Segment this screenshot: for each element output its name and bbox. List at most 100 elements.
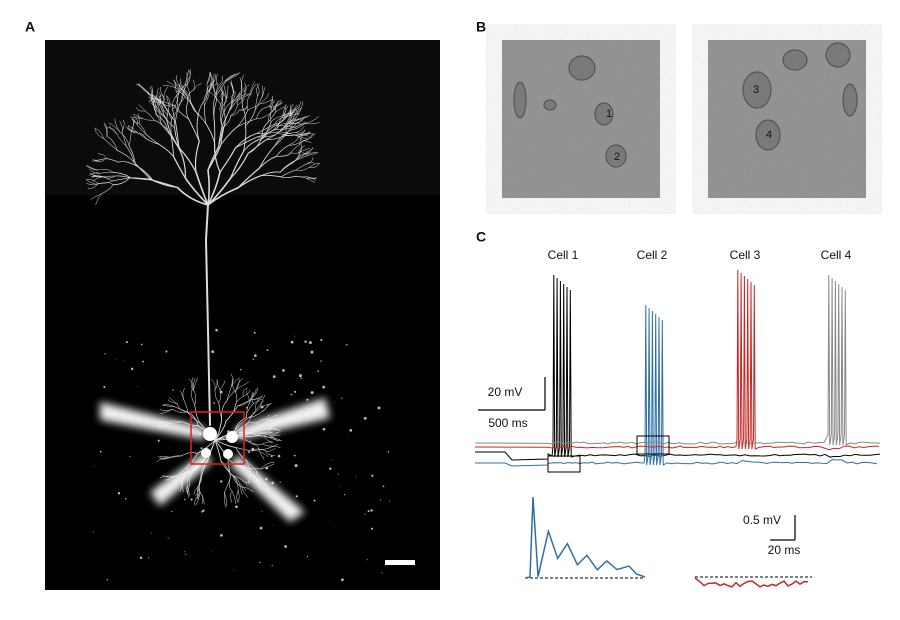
dendrite [207,81,213,93]
dendrite [95,193,103,206]
dendrite [234,391,238,407]
dendrite [185,485,189,496]
speck [99,450,102,453]
speck [219,390,223,394]
dendrite [250,83,257,95]
dendrite [290,144,300,154]
dendrite [237,399,251,407]
dendrite [224,92,227,103]
dendrite [295,115,306,124]
speck [310,350,314,354]
dendrite [236,109,249,128]
dendrite [230,373,233,388]
dendrite [204,91,210,106]
speck [382,485,385,488]
dendrite [256,131,280,134]
dendrite [162,104,168,116]
dendrite [159,94,164,105]
speck [339,486,341,487]
dendrite [253,396,263,404]
speck [220,534,223,537]
dendrite [170,135,175,157]
trace-title: Cell 3 [730,248,761,262]
speck [130,367,134,371]
dendrite [150,98,162,102]
dendrite [286,109,296,117]
dendrite [219,147,237,173]
trace-title: Cell 4 [821,248,852,262]
dendrite [241,74,245,91]
dendrite [276,122,289,129]
dendrite [207,169,210,206]
speck [157,439,160,442]
speck [106,579,108,581]
dendrite [187,70,191,85]
dendrite [159,121,172,137]
speck [260,405,264,409]
speck [179,411,182,414]
speck [271,481,274,485]
speck [300,377,302,379]
dendrite [220,122,226,145]
dendrite [136,107,146,112]
dendrite [145,133,160,145]
dendrite [295,167,310,172]
dendrite [261,124,277,138]
dendrite [232,84,234,95]
dendrite [284,105,289,116]
dendrite [224,100,233,112]
speck [265,466,269,470]
micrograph-a [45,40,440,590]
dendrite [295,176,307,179]
speck [277,454,281,458]
dendrite [176,96,186,107]
dendrite [224,85,228,98]
dendrite [157,455,169,459]
dendrite [193,110,207,124]
dendrite [296,135,312,143]
dendrite [90,193,103,200]
dendrite [260,171,281,176]
dendrite [270,110,272,124]
dendrite [233,476,243,488]
speck [294,390,297,393]
baseline [525,576,812,579]
micrograph-b: 1 2 3 4 [502,40,866,198]
dendrite [186,411,201,424]
dendrite [236,381,249,390]
dendrite [242,93,246,108]
dendrite [91,175,103,177]
dendrite [206,88,215,97]
scale-label: 0.5 mV [743,513,781,527]
dendrite [175,99,182,123]
voltage-trace [475,274,881,461]
dendrite [235,447,253,452]
dendrite [167,455,182,458]
dendrite [185,96,195,111]
speck [196,380,197,381]
dendrite [198,475,202,490]
dendrite [270,100,275,111]
dendrite [220,87,225,97]
dendrite [223,92,227,103]
dendrite [262,443,273,447]
dendrite [213,117,216,144]
dendrite [89,173,101,177]
speck [184,551,186,553]
dendrite [116,133,127,147]
dendrite [306,176,317,179]
speck [337,473,339,475]
dendrite [193,83,202,91]
dendrite [136,124,146,135]
dendrite [235,447,248,461]
dendrite [230,104,239,116]
speck [366,559,368,561]
speck [211,350,215,354]
panel-label: A [25,19,35,35]
dendrite [260,394,266,408]
dendrite [207,186,240,206]
speck [367,510,370,513]
dendrite [207,143,222,171]
dendrite [247,102,262,111]
dendrite [305,157,314,165]
